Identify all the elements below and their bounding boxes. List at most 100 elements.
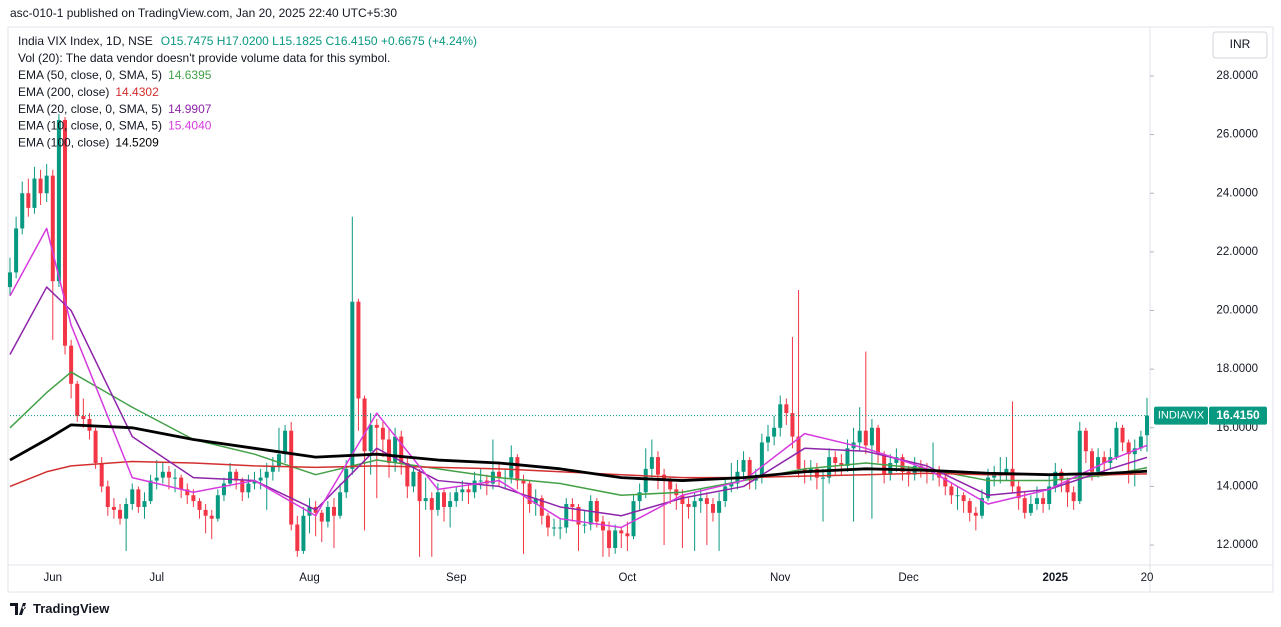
candle-body	[295, 524, 300, 551]
candle-body	[283, 430, 288, 455]
price-tag-value: 16.4150	[1216, 408, 1260, 422]
candle-body	[142, 501, 147, 507]
candle-body	[552, 527, 557, 529]
candle-body	[20, 193, 25, 229]
y-tick-label: 28.0000	[1216, 70, 1258, 82]
candle-body	[992, 474, 997, 478]
candle-body	[264, 471, 269, 478]
candle-body	[69, 345, 74, 384]
candle-body	[643, 468, 648, 493]
candle-body	[600, 521, 605, 531]
candle-body	[197, 501, 202, 510]
candle-body	[576, 506, 581, 525]
candle-body	[766, 436, 770, 443]
candle-body	[717, 501, 722, 513]
candle-body	[350, 301, 355, 469]
candle-body	[289, 430, 294, 525]
candle-body	[221, 483, 226, 496]
legend-quote: O15.7475 H17.0200 L15.1825 C16.4150 +0.6…	[161, 34, 477, 48]
candle-body	[1138, 436, 1143, 449]
candle-body	[344, 468, 349, 493]
candle-body	[191, 495, 196, 502]
frame	[7, 26, 1274, 593]
y-tick-label: 14.0000	[1216, 480, 1258, 492]
x-tick-label: 20	[1141, 572, 1154, 584]
candle-body	[564, 504, 569, 528]
candle-body	[362, 398, 367, 452]
footer-logo	[10, 603, 26, 615]
y-tick-label: 20.0000	[1216, 305, 1258, 317]
legend-indicator-value: 14.4302	[115, 85, 159, 99]
x-tick-label: Dec	[898, 572, 919, 584]
y-tick-label: 12.0000	[1216, 539, 1258, 551]
candle-body	[75, 383, 80, 417]
candle-body	[625, 533, 630, 537]
candle-body	[136, 489, 141, 507]
candle-body	[1053, 471, 1058, 487]
candle-body	[973, 512, 978, 516]
ema-line	[9, 460, 1148, 488]
candle-body	[417, 471, 422, 502]
candle-body	[50, 175, 55, 282]
candle-body	[472, 480, 477, 493]
candle-body	[1120, 427, 1125, 443]
candle-body	[478, 480, 483, 482]
candle-body	[790, 413, 795, 437]
candle-body	[680, 495, 685, 505]
candle-body	[448, 501, 453, 507]
candle-body	[405, 462, 410, 487]
candle-body	[240, 480, 245, 493]
candle-body	[99, 462, 104, 487]
candle-body	[558, 527, 563, 529]
candle-body	[160, 471, 165, 478]
legend-indicator: EMA (50, close, 0, SMA, 5)	[18, 68, 162, 82]
candle-body	[130, 489, 135, 505]
candle-body	[729, 483, 734, 487]
candle-body	[435, 492, 440, 510]
logo-icon	[10, 603, 26, 615]
candle-body	[179, 477, 184, 490]
candle-body	[637, 492, 642, 502]
x-tick-label: Jun	[44, 572, 63, 584]
candle-body	[338, 492, 343, 516]
y-tick-label: 22.0000	[1216, 246, 1258, 258]
legend-indicator-value: 14.5209	[115, 135, 159, 149]
candle-body	[32, 178, 37, 208]
candle-body	[93, 430, 98, 463]
candle-body	[203, 509, 208, 516]
candle-body	[949, 486, 954, 496]
candle-body	[869, 427, 874, 446]
candle-body	[1126, 442, 1131, 455]
candle-body	[387, 439, 391, 463]
candle-body	[246, 483, 251, 493]
y-tick-label: 26.0000	[1216, 129, 1258, 141]
published-note: asc-010-1 published on TradingView.com, …	[10, 6, 397, 20]
candle-body	[833, 457, 838, 463]
currency[interactable]: INR	[1230, 37, 1251, 51]
candle-body	[955, 495, 960, 497]
legend-indicator: EMA (200, close)	[18, 85, 109, 99]
candle-body	[148, 480, 153, 502]
candle-body	[1102, 457, 1107, 463]
legend-indicator-value: 14.6395	[168, 68, 212, 82]
candle-body	[698, 498, 703, 502]
candle-body	[1083, 430, 1088, 452]
ema-line	[9, 371, 1148, 496]
legend-volume: Vol (20): The data vendor doesn't provid…	[18, 51, 390, 65]
candle-body	[26, 193, 31, 208]
candle-body	[1132, 448, 1137, 455]
candle-body	[301, 515, 306, 551]
candle-body	[631, 501, 636, 537]
x-tick-label: Oct	[618, 572, 637, 584]
candle-body	[900, 457, 905, 472]
currency-button[interactable]	[1212, 31, 1268, 59]
candle-body	[1047, 486, 1052, 505]
candle-body	[649, 457, 654, 469]
footer-brand: TradingView	[33, 601, 110, 616]
candle-body	[56, 119, 61, 282]
x-tick-label: Aug	[299, 572, 319, 584]
candle-body	[778, 404, 783, 428]
x-tick-label: Nov	[770, 572, 791, 584]
